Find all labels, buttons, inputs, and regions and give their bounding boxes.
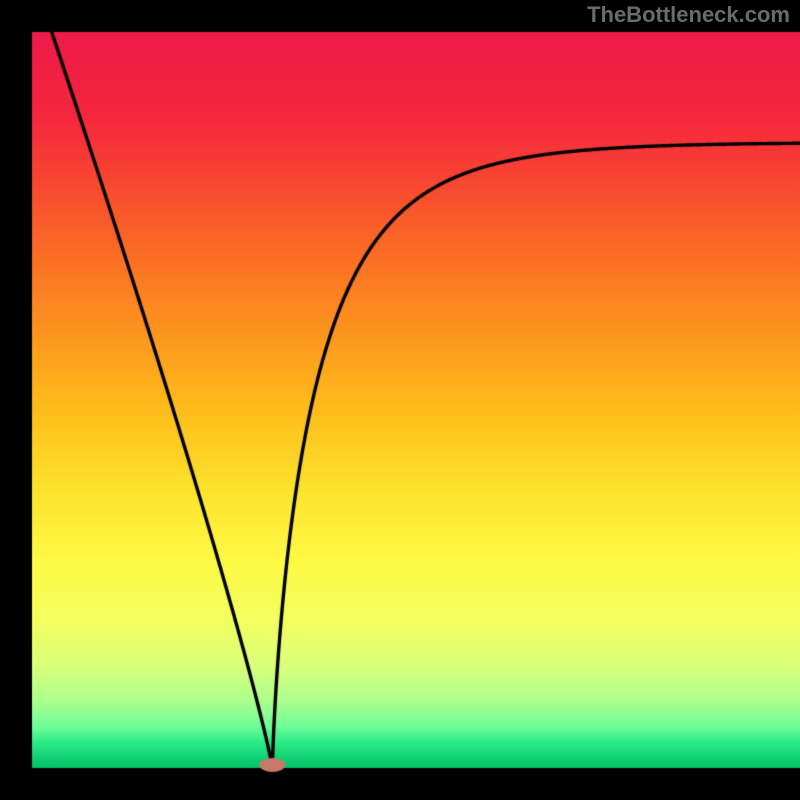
watermark: TheBottleneck.com (587, 2, 790, 28)
bottleneck-chart (0, 0, 800, 800)
chart-container: TheBottleneck.com (0, 0, 800, 800)
watermark-text: TheBottleneck.com (587, 2, 790, 27)
